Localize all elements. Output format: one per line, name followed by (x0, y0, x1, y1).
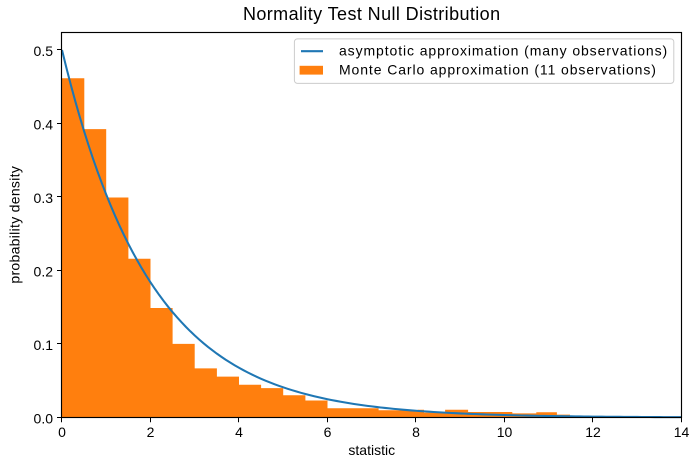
svg-text:statistic: statistic (348, 442, 395, 458)
svg-text:0.4: 0.4 (34, 116, 54, 132)
svg-text:10: 10 (497, 424, 513, 440)
svg-text:14: 14 (674, 424, 690, 440)
svg-text:0.0: 0.0 (34, 410, 54, 426)
svg-text:6: 6 (324, 424, 332, 440)
svg-text:8: 8 (412, 424, 420, 440)
svg-text:0.1: 0.1 (34, 337, 54, 353)
svg-text:probability density: probability density (7, 166, 23, 284)
svg-text:4: 4 (235, 424, 243, 440)
svg-text:12: 12 (585, 424, 601, 440)
svg-text:asymptotic approximation (many: asymptotic approximation (many observati… (339, 43, 668, 59)
svg-text:0.3: 0.3 (34, 190, 54, 206)
svg-text:0.5: 0.5 (34, 43, 54, 59)
svg-text:2: 2 (147, 424, 155, 440)
svg-text:Monte Carlo approximation (11: Monte Carlo approximation (11 observatio… (339, 62, 657, 78)
svg-text:0.2: 0.2 (34, 263, 54, 279)
svg-text:Normality Test Null Distributi: Normality Test Null Distribution (243, 4, 501, 24)
svg-text:0: 0 (58, 424, 66, 440)
